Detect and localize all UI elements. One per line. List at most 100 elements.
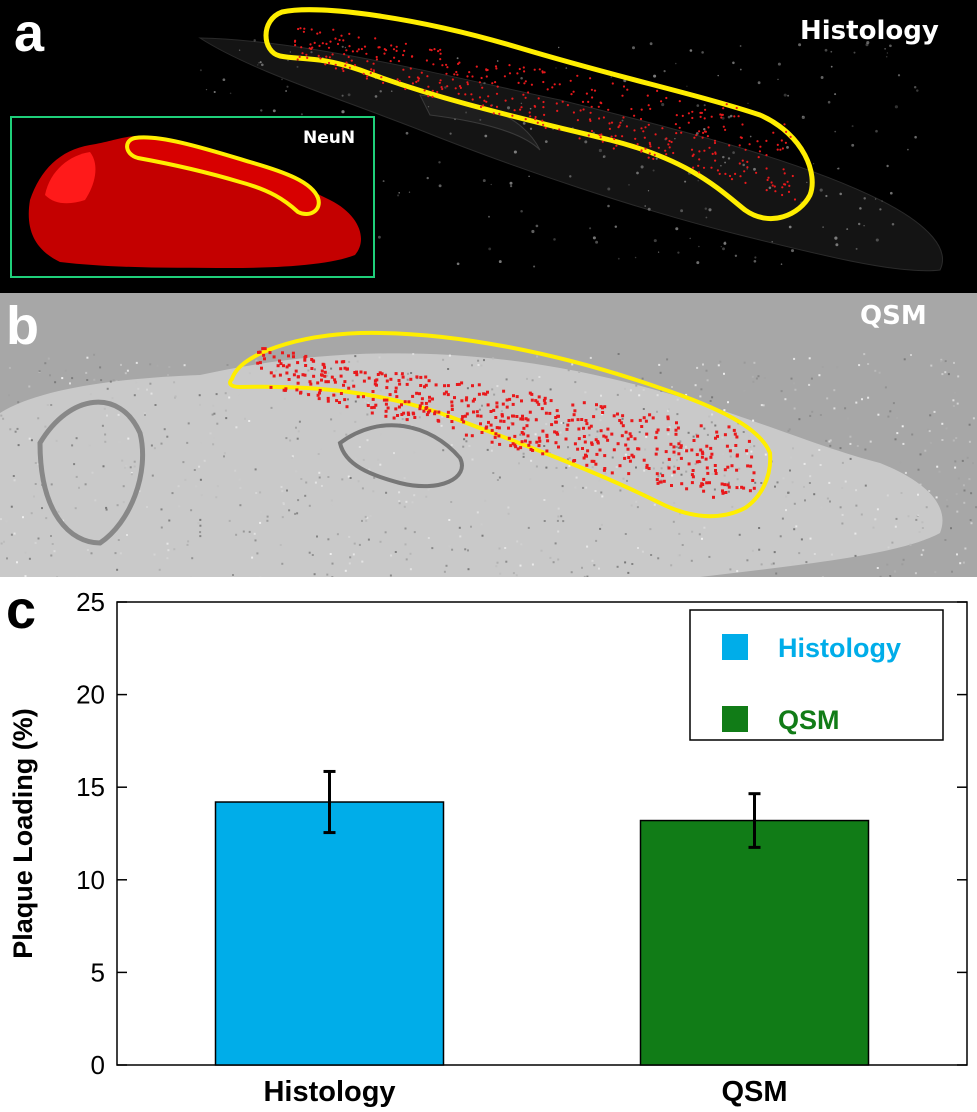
histology-speckle-dot [891,222,895,226]
histology-plaque-dot [776,143,779,146]
qsm-plaque-dot [394,407,398,411]
histology-plaque-dot [546,88,549,91]
qsm-speckle-dot [839,447,842,450]
qsm-plaque-dot [747,439,751,443]
histology-speckle-dot [790,249,795,253]
histology-plaque-dot [498,112,501,115]
qsm-plaque-dot [735,486,739,490]
histology-plaque-dot [377,46,380,49]
histology-plaque-dot [313,41,316,45]
histology-plaque-dot [395,45,398,48]
histology-plaque-dot [338,38,341,42]
histology-plaque-dot [558,128,561,131]
histology-plaque-dot [494,65,498,68]
qsm-plaque-dot [428,395,431,399]
qsm-speckle-dot [167,549,170,552]
qsm-speckle-dot [75,437,78,440]
histology-plaque-dot [693,136,696,139]
qsm-speckle-dot [351,379,354,382]
qsm-speckle-dot [138,490,141,493]
qsm-plaque-dot [548,411,552,415]
qsm-speckle-dot [944,539,947,541]
qsm-plaque-dot [633,437,637,441]
qsm-speckle-dot [570,571,573,574]
legend-swatch [722,634,748,660]
qsm-speckle-dot [803,462,806,465]
qsm-plaque-dot [648,413,652,417]
qsm-speckle-dot [378,356,381,359]
qsm-speckle-dot [694,463,697,465]
qsm-speckle-dot [841,522,844,525]
qsm-speckle-dot [237,393,240,396]
qsm-speckle-dot [499,572,502,575]
histology-speckle-dot [708,208,712,212]
qsm-speckle-dot [186,543,189,546]
histology-plaque-dot [425,59,428,62]
qsm-plaque-dot [656,428,660,432]
histology-plaque-dot [738,162,741,165]
qsm-plaque-dot [446,384,450,388]
histology-plaque-dot [543,71,546,74]
histology-plaque-dot [327,46,331,49]
qsm-speckle-dot [780,390,783,393]
qsm-speckle-dot [624,561,627,564]
qsm-speckle-dot [554,542,557,545]
histology-speckle-dot [771,241,773,243]
qsm-plaque-dot [295,388,299,392]
qsm-plaque-dot [479,414,483,418]
qsm-plaque-dot [691,475,695,479]
qsm-plaque-dot [507,436,511,440]
qsm-speckle-dot [256,552,259,555]
qsm-speckle-dot [286,489,288,492]
qsm-plaque-dot [342,383,345,387]
qsm-speckle-dot [616,393,619,396]
qsm-speckle-dot [125,464,128,467]
qsm-plaque-dot [472,410,475,414]
panel-b-qsm-image: b QSM [0,293,977,577]
qsm-plaque-dot [572,459,576,463]
histology-speckle-dot [734,254,738,257]
qsm-plaque-dot [725,444,729,448]
qsm-plaque-dot [595,403,598,407]
qsm-speckle-dot [691,530,694,533]
histology-plaque-dot [743,170,746,173]
histology-plaque-dot [455,70,458,74]
qsm-speckle-dot [894,570,896,573]
qsm-speckle-dot [448,354,451,357]
qsm-speckle-dot [557,530,560,533]
qsm-speckle-dot [459,535,462,538]
histology-speckle-dot [875,238,879,242]
qsm-speckle-dot [972,462,974,465]
qsm-plaque-dot [372,405,376,409]
histology-plaque-dot [491,82,494,85]
qsm-plaque-dot [511,422,515,426]
qsm-speckle-dot [966,456,969,459]
qsm-speckle-dot [678,554,681,557]
qsm-plaque-dot [346,367,349,371]
histology-speckle-dot [875,129,878,133]
qsm-speckle-dot [153,447,156,450]
qsm-speckle-dot [667,409,670,412]
qsm-speckle-dot [235,426,238,429]
qsm-speckle-dot [944,371,947,374]
qsm-plaque-dot [642,416,646,420]
histology-plaque-dot [362,72,365,75]
neun-tissue [28,135,362,268]
qsm-speckle-dot [12,475,15,477]
qsm-speckle-dot [106,387,109,390]
histology-speckle-dot [655,157,658,160]
qsm-plaque-dot [527,443,531,447]
histology-speckle-dot [310,51,313,54]
histology-speckle-dot [456,57,459,60]
qsm-plaque-dot [603,454,607,458]
qsm-speckle-dot [127,437,130,440]
histology-plaque-dot [372,62,375,65]
qsm-speckle-dot [891,541,894,544]
qsm-speckle-dot [55,439,58,442]
qsm-plaque-dot [720,482,724,486]
qsm-plaque-dot [599,429,603,433]
histology-speckle-dot [341,94,344,97]
qsm-speckle-dot [519,564,522,567]
qsm-speckle-dot [929,441,932,444]
qsm-speckle-dot [841,513,844,516]
